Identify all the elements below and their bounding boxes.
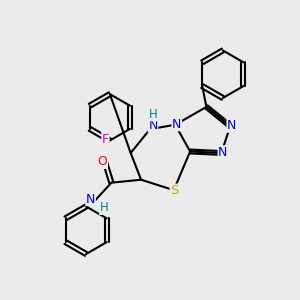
Text: O: O	[98, 155, 107, 168]
Text: F: F	[102, 133, 109, 146]
Text: N: N	[227, 119, 236, 132]
Text: N: N	[148, 119, 158, 132]
Text: H: H	[100, 202, 108, 214]
Text: N: N	[86, 193, 95, 206]
Text: H: H	[148, 108, 157, 121]
Text: N: N	[218, 146, 227, 159]
Text: N: N	[172, 118, 182, 130]
Text: S: S	[170, 184, 178, 197]
